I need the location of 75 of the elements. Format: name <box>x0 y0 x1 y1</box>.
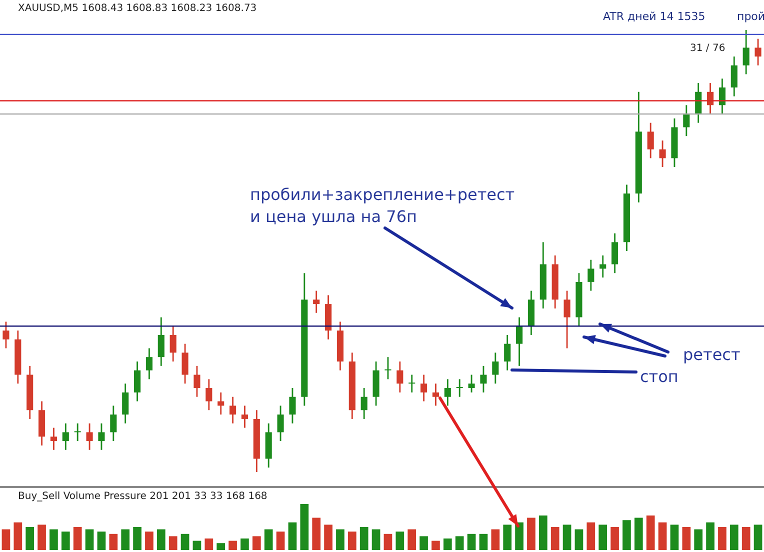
chart-title: Buy_Sell Volume Pressure 201 201 33 33 168 168 <box>18 491 268 502</box>
bar <box>240 538 249 550</box>
bar <box>491 529 500 550</box>
annotation: пробили+закрепление+ретест и цена ушла на 76п <box>250 184 515 228</box>
bar <box>348 532 356 550</box>
bar <box>742 527 750 550</box>
bar <box>432 540 440 550</box>
bar <box>85 529 94 550</box>
bar <box>50 529 58 550</box>
bar <box>562 524 572 550</box>
bar <box>646 516 655 550</box>
bar <box>598 524 608 550</box>
bar <box>455 536 464 550</box>
bar <box>694 529 703 550</box>
bar <box>479 534 488 550</box>
bar <box>168 536 178 550</box>
text: ATR дней 14 1535 <box>603 10 706 25</box>
bar <box>2 529 10 550</box>
bar <box>97 532 106 550</box>
bar <box>730 524 738 550</box>
annotation: ретест <box>683 344 740 366</box>
bar <box>467 534 476 550</box>
bar <box>718 527 726 550</box>
bar <box>610 527 619 550</box>
bar <box>216 543 226 550</box>
bar <box>538 516 548 550</box>
bar <box>384 534 392 550</box>
candlestick <box>74 423 81 442</box>
bar <box>574 529 584 550</box>
bar <box>276 532 285 550</box>
bar <box>121 529 130 550</box>
bar <box>682 527 691 550</box>
bar <box>372 529 380 550</box>
bar <box>754 524 762 550</box>
bar <box>38 524 46 550</box>
bar <box>550 527 560 550</box>
bar <box>180 534 190 550</box>
chart-title: XAUUSD,M5 1608.43 1608.83 1608.23 1608.73 <box>18 3 257 14</box>
bar <box>192 540 202 550</box>
bar <box>300 504 309 550</box>
bar <box>324 524 332 550</box>
bar <box>396 532 404 550</box>
bar <box>312 518 321 550</box>
bar <box>204 538 214 550</box>
annotation: стоп <box>640 366 678 388</box>
candlestick <box>456 379 463 397</box>
bar <box>408 529 416 550</box>
bar <box>156 529 166 550</box>
bar <box>14 522 22 550</box>
bar <box>634 518 643 550</box>
bar <box>264 529 273 550</box>
bar <box>503 524 512 550</box>
bar <box>658 522 667 550</box>
bar <box>73 527 82 550</box>
text: прой <box>737 10 764 25</box>
bar <box>515 522 524 550</box>
bar <box>336 529 344 550</box>
bar <box>527 518 536 550</box>
candlestick <box>408 374 416 392</box>
annotation: 31 / 76 <box>690 42 726 56</box>
bar <box>360 527 368 550</box>
bar <box>622 520 631 550</box>
bar <box>133 527 142 550</box>
bar <box>26 527 34 550</box>
bar <box>228 540 237 550</box>
bar <box>145 532 154 550</box>
bar <box>443 538 452 550</box>
bar <box>288 522 297 550</box>
bar <box>706 522 714 550</box>
bar <box>61 532 70 550</box>
bar <box>670 524 679 550</box>
bar <box>109 534 118 550</box>
bar <box>586 522 596 550</box>
bar <box>252 536 261 550</box>
bar <box>420 536 428 550</box>
